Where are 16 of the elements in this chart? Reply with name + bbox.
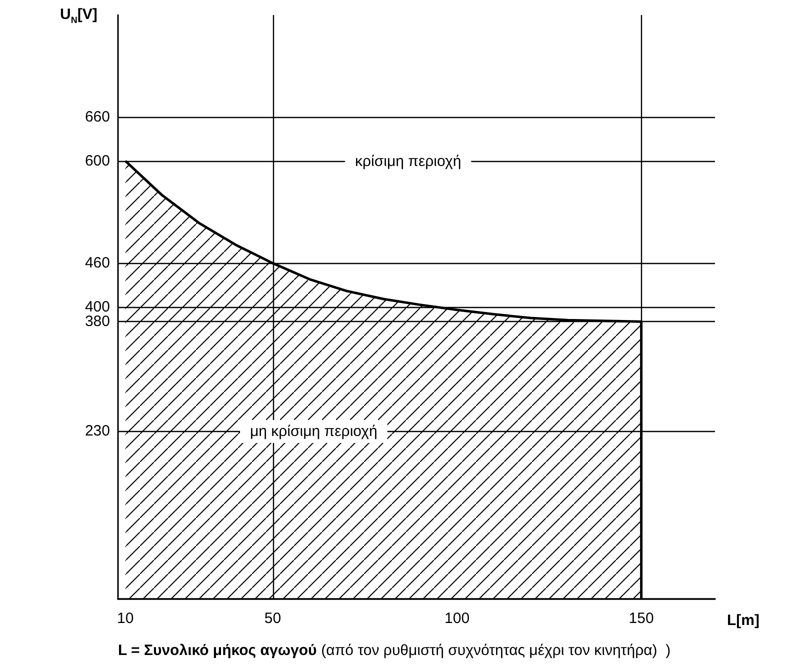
- x-tick-label: 50: [264, 610, 282, 627]
- y-tick-label: 400: [84, 298, 110, 316]
- text: L = Συνολικό μήκος αγωγού: [118, 642, 318, 659]
- x-tick-label: 10: [117, 610, 134, 627]
- annotation: μη κρίσιμη περιοχή: [250, 423, 378, 440]
- x-tick-label: 150: [628, 610, 654, 627]
- y-axis-title: U$_{N}$[V]: [60, 6, 98, 25]
- annotation: κρίσιμη περιοχή: [355, 153, 462, 170]
- y-tick-label: 380: [84, 313, 110, 330]
- y-tick-label: 600: [84, 152, 110, 170]
- text: (από τον ρυθμιστή συχνότητας μέχρι τον κινητήρα) ): [317, 642, 671, 659]
- y-tick-label: 460: [84, 254, 110, 272]
- x-axis-title: L[m]: [727, 612, 760, 629]
- y-tick-label: 230: [84, 422, 110, 440]
- x-tick-label: 100: [444, 610, 470, 627]
- y-tick-label: 660: [84, 108, 110, 126]
